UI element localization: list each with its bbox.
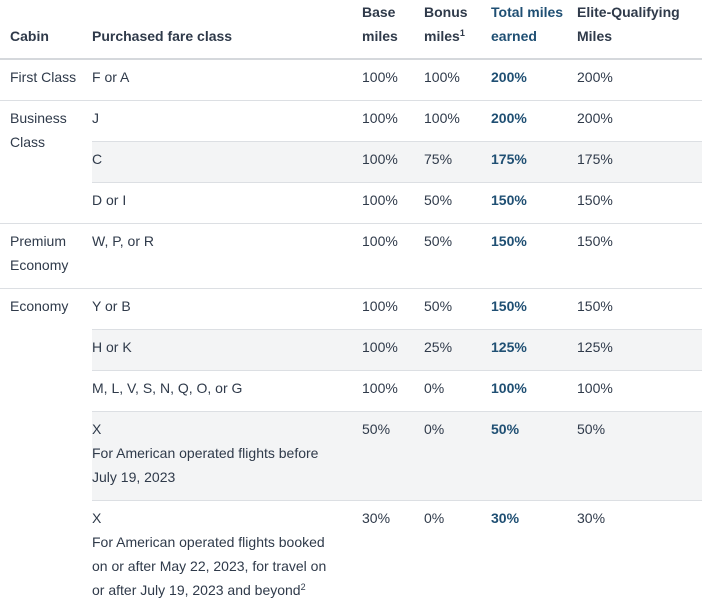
fare-code: X [92,417,362,441]
header-eqm-l1: Elite-Qualifying [577,4,680,20]
table-row: C 100% 75% 175% 175% [0,142,702,183]
total-cell: 50% [491,412,577,501]
eqm-cell: 150% [577,289,702,330]
eqm-cell: 200% [577,59,702,101]
total-cell: 200% [491,59,577,101]
fare-note-l1: For American operated flights booked [92,530,362,554]
base-cell: 100% [362,59,424,101]
table-row: H or K 100% 25% 125% 125% [0,330,702,371]
eqm-cell: 125% [577,330,702,371]
fare-cell: W, P, or R [92,224,362,289]
header-base-miles: Base miles [362,0,424,59]
fare-note-l3: or after July 19, 2023 and beyond2 [92,578,362,602]
total-cell: 100% [491,371,577,412]
header-eqm-l2: Miles [577,28,612,44]
bonus-cell: 100% [424,101,491,142]
bonus-cell: 50% [424,289,491,330]
cabin-economy: Economy [0,289,92,613]
header-base-l2: miles [362,28,398,44]
total-cell: 150% [491,183,577,224]
header-fare-class: Purchased fare class [92,0,362,59]
base-cell: 100% [362,101,424,142]
fare-note-l3-text: or after July 19, 2023 and beyond [92,582,301,598]
eqm-cell: 100% [577,371,702,412]
bonus-cell: 50% [424,183,491,224]
cabin-premium-l2: Economy [10,257,68,273]
fare-note-l2: July 19, 2023 [92,465,362,489]
total-cell: 30% [491,501,577,613]
header-bonus-l2: miles [424,28,460,44]
fare-note-l1: For American operated flights before [92,441,362,465]
eqm-cell: 200% [577,101,702,142]
total-cell: 150% [491,289,577,330]
base-cell: 50% [362,412,424,501]
cabin-first-class: First Class [0,59,92,101]
eqm-cell: 175% [577,142,702,183]
table-row: Economy Y or B 100% 50% 150% 150% [0,289,702,330]
eqm-cell: 150% [577,224,702,289]
table-header-row: Cabin Purchased fare class Base miles Bon… [0,0,702,59]
table-row: D or I 100% 50% 150% 150% [0,183,702,224]
bonus-cell: 0% [424,501,491,613]
header-base-l1: Base [362,4,395,20]
footnote-2-ref[interactable]: 2 [301,582,306,592]
fare-note-l2: on or after May 22, 2023, for travel on [92,554,362,578]
cabin-premium-economy: Premium Economy [0,224,92,289]
base-cell: 30% [362,501,424,613]
fare-cell: F or A [92,59,362,101]
cabin-business-l1: Business [10,110,67,126]
bonus-cell: 100% [424,59,491,101]
footnote-1-ref[interactable]: 1 [460,28,465,38]
cabin-business-class: Business Class [0,101,92,224]
bonus-cell: 50% [424,224,491,289]
base-cell: 100% [362,330,424,371]
header-eqm: Elite-Qualifying Miles [577,0,702,59]
total-cell: 150% [491,224,577,289]
header-total-l2: earned [491,28,537,44]
table-row: M, L, V, S, N, Q, O, or G 100% 0% 100% 1… [0,371,702,412]
fare-cell: M, L, V, S, N, Q, O, or G [92,371,362,412]
bonus-cell: 0% [424,412,491,501]
table-row: First Class F or A 100% 100% 200% 200% [0,59,702,101]
header-total-miles: Total miles earned [491,0,577,59]
header-bonus-l1: Bonus [424,4,468,20]
header-cabin: Cabin [0,0,92,59]
eqm-cell: 50% [577,412,702,501]
base-cell: 100% [362,183,424,224]
header-bonus-miles: Bonus miles1 [424,0,491,59]
base-cell: 100% [362,224,424,289]
fare-cell: C [92,142,362,183]
fare-cell: Y or B [92,289,362,330]
header-total-l1: Total miles [491,4,563,20]
fare-cell: D or I [92,183,362,224]
base-cell: 100% [362,142,424,183]
bonus-cell: 75% [424,142,491,183]
base-cell: 100% [362,289,424,330]
fare-code: X [92,506,362,530]
fare-cell: J [92,101,362,142]
bonus-cell: 25% [424,330,491,371]
total-cell: 125% [491,330,577,371]
eqm-cell: 150% [577,183,702,224]
bonus-cell: 0% [424,371,491,412]
base-cell: 100% [362,371,424,412]
total-cell: 175% [491,142,577,183]
cabin-premium-l1: Premium [10,233,66,249]
total-cell: 200% [491,101,577,142]
fare-cell: H or K [92,330,362,371]
eqm-cell: 30% [577,501,702,613]
cabin-business-l2: Class [10,134,45,150]
